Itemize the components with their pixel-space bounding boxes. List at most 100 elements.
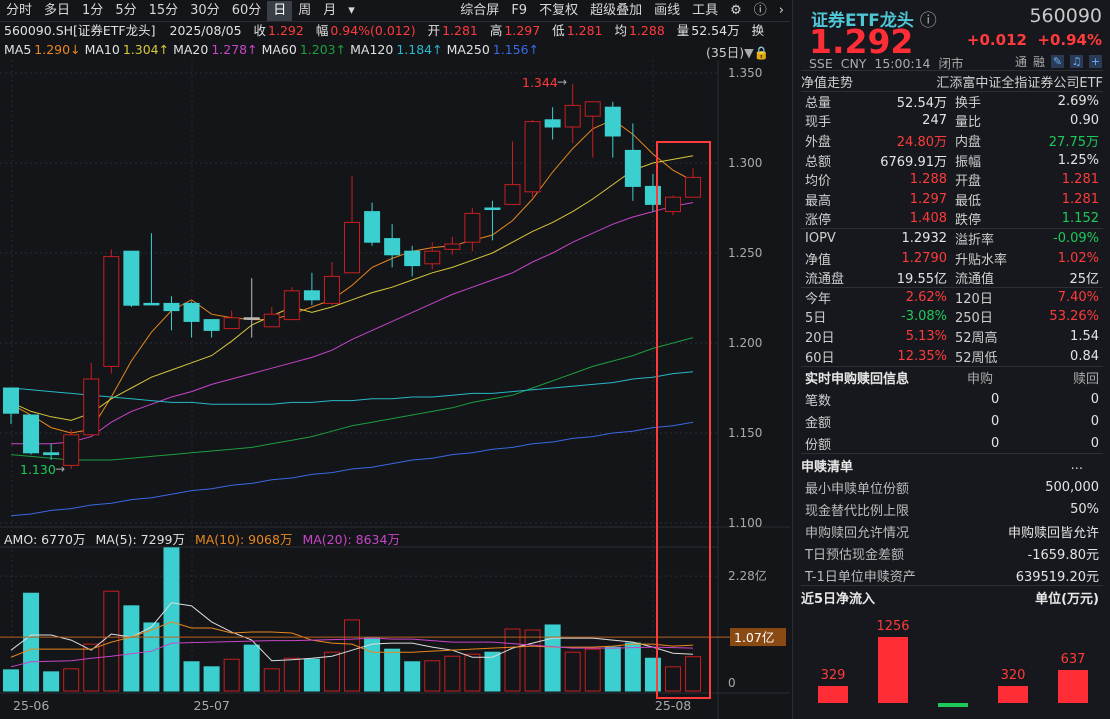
- redeem-col: 赎回: [1072, 372, 1099, 388]
- stat-value: 2.69%: [1057, 93, 1099, 109]
- period-tab[interactable]: 1分: [82, 2, 104, 18]
- vol-ma5: MA(5): 7299万: [95, 532, 185, 547]
- period-tab[interactable]: 周: [298, 2, 312, 18]
- nav-trend-row[interactable]: 净值走势 汇添富中证全指证券公司ETF: [801, 72, 1103, 91]
- amo-value: AMO: 6770万: [4, 532, 86, 547]
- list-value: -1659.80元: [1027, 548, 1099, 564]
- period-tab[interactable]: 60分: [231, 2, 262, 18]
- ma-value: 1.156↑: [492, 42, 540, 57]
- volume-bar: [23, 592, 40, 692]
- range-label: 幅: [315, 23, 329, 38]
- stat-value: 53.26%: [1049, 309, 1099, 325]
- period-tab[interactable]: 日: [267, 0, 293, 21]
- y-tick-label: 1.300: [728, 156, 762, 170]
- stat-value: 1.281: [1061, 191, 1099, 207]
- low-value: 1.281: [566, 23, 603, 38]
- period-tab[interactable]: 分时: [6, 2, 33, 18]
- tool-button[interactable]: 画线: [654, 2, 681, 18]
- avg-value: 1.288: [628, 23, 665, 38]
- avg-label: 均: [614, 23, 627, 38]
- help-icon[interactable]: ⓘ: [753, 2, 767, 18]
- divider: [801, 287, 1103, 288]
- close-label: 收: [253, 23, 267, 38]
- stat-value: 12.35%: [897, 348, 947, 364]
- period-tab[interactable]: 30分: [190, 2, 220, 18]
- high-mark-label: 1.344: [522, 75, 558, 90]
- stat-label: 今年: [805, 291, 832, 307]
- x-tick-label: 25-08: [655, 698, 691, 713]
- edit-icon[interactable]: ✎: [1051, 55, 1064, 68]
- stat-label: 120日: [955, 291, 993, 307]
- ma-label: MA20: [173, 42, 209, 57]
- list-label: 申购赎回允许情况: [805, 526, 910, 542]
- open-value: 1.281: [442, 23, 478, 38]
- more-button[interactable]: ...: [1070, 458, 1083, 474]
- stat-row: 涨停 1.408 跌停 1.152: [801, 210, 1103, 228]
- subscribe-value: 0: [991, 392, 1000, 408]
- stat-label: 内盘: [955, 134, 982, 150]
- period-tab[interactable]: 15分: [148, 2, 179, 18]
- symbol: 560090.SH[证券ETF龙头]: [4, 23, 156, 38]
- stat-label: 外盘: [805, 134, 832, 150]
- ma-value: 1.290↓: [34, 42, 81, 57]
- stat-value: 2.62%: [905, 289, 947, 305]
- divider: [801, 228, 1103, 230]
- period-tab[interactable]: 多日: [44, 2, 71, 18]
- stat-value: 1.2790: [901, 250, 948, 266]
- flow-title: 近5日净流入: [801, 592, 876, 608]
- days-selector[interactable]: (35日)▼🔒: [706, 42, 769, 61]
- list-row: T-1日单位申赎资产 639519.20元: [801, 566, 1103, 585]
- realtime-label: 笔数: [805, 394, 832, 410]
- volume-bar: [43, 671, 60, 692]
- period-tab[interactable]: 5分: [115, 2, 137, 18]
- volume-bar: [183, 661, 200, 692]
- list-label: 现金替代比例上限: [805, 504, 910, 520]
- volume-bar: [63, 668, 80, 692]
- info-icon[interactable]: ⓘ: [919, 11, 937, 31]
- list-value: 50%: [1070, 502, 1099, 518]
- stat-row: 流通盘 19.55亿 流通值 25亿: [801, 268, 1103, 287]
- volume-bar: [143, 622, 160, 692]
- volume-bar: [83, 643, 100, 692]
- tool-button[interactable]: 超级叠加: [590, 2, 643, 18]
- stat-row: 总额 6769.91万 振幅 1.25%: [801, 151, 1103, 170]
- tool-button[interactable]: 综合屏: [460, 2, 500, 18]
- stat-value: 7.40%: [1057, 289, 1099, 305]
- nav-trend-label: 净值走势: [801, 75, 854, 91]
- low-label: 低: [552, 23, 565, 38]
- tool-button[interactable]: 工具: [692, 2, 719, 18]
- period-tab[interactable]: 月: [323, 2, 337, 18]
- bell-icon[interactable]: ♫: [1070, 55, 1083, 68]
- tag-rong: 融: [1032, 55, 1045, 69]
- ma-line-ma10: [10, 155, 694, 421]
- add-icon[interactable]: +: [1089, 55, 1102, 68]
- stat-label: 5日: [805, 311, 827, 327]
- more-periods-dropdown[interactable]: ▾: [348, 2, 355, 18]
- tags: 通融 ✎ ♫ +: [1015, 53, 1102, 70]
- realtime-label: 金额: [805, 416, 832, 432]
- stat-label: 流通盘: [805, 272, 845, 288]
- candle-body: [464, 212, 481, 243]
- dropdown-icon: ▼: [744, 45, 754, 60]
- vol-label: 量: [676, 23, 690, 38]
- change-abs: +0.012: [966, 31, 1027, 49]
- candle-body: [63, 434, 80, 466]
- candle-body: [283, 290, 300, 321]
- chevron-right-icon[interactable]: ›: [778, 2, 784, 18]
- last-price: 1.292: [809, 22, 914, 61]
- candle-body: [243, 317, 260, 320]
- flow-bar: [998, 686, 1028, 703]
- tool-button[interactable]: 不复权: [539, 2, 579, 18]
- tool-button[interactable]: F9: [511, 2, 528, 18]
- candle-body: [504, 184, 521, 205]
- realtime-row: 金额 0 0: [801, 412, 1103, 431]
- gear-icon[interactable]: ⚙: [730, 2, 742, 18]
- candle-body: [183, 302, 200, 322]
- stat-value: 5.13%: [905, 328, 947, 344]
- subscribe-col: 申购: [967, 372, 994, 388]
- stat-value: 1.2932: [901, 230, 948, 246]
- stat-label: 升贴水率: [955, 252, 1008, 268]
- stat-label: 总额: [805, 154, 832, 170]
- candle-body: [624, 149, 641, 187]
